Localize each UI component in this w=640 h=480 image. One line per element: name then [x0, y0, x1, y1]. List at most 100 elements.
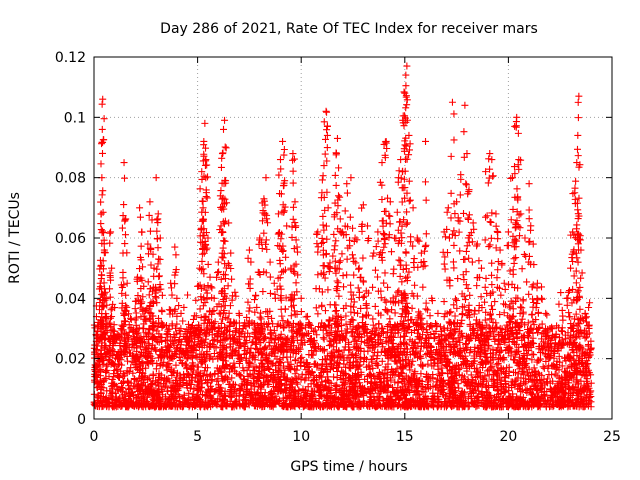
data-point-streak [167, 284, 175, 292]
data-point-streak [196, 185, 204, 193]
data-point-streak [153, 227, 161, 235]
data-point-streak [198, 197, 206, 205]
data-point-streak [250, 296, 258, 304]
data-point-streak [222, 144, 230, 152]
data-point-streak [97, 220, 105, 228]
data-point-streak [136, 265, 144, 273]
data-point-background [510, 368, 518, 376]
data-point-background [369, 321, 377, 329]
data-point-streak [168, 291, 176, 299]
data-point-streak [280, 208, 288, 216]
data-point-streak [228, 275, 236, 283]
data-point-background [437, 323, 444, 331]
data-point-background [172, 361, 180, 369]
data-point-streak [175, 302, 183, 310]
data-point-streak [119, 274, 127, 282]
data-point-streak [98, 100, 106, 108]
data-point-streak [318, 303, 326, 311]
data-point-streak [121, 231, 129, 239]
data-point-background [406, 366, 414, 374]
data-point-streak [120, 174, 128, 182]
data-point-streak [153, 299, 161, 307]
data-point-streak [244, 280, 252, 288]
data-point-streak [204, 260, 212, 268]
data-point-streak [136, 213, 144, 221]
data-point-streak [158, 308, 166, 316]
data-point-streak [98, 271, 106, 279]
data-point-streak [131, 305, 139, 313]
data-point-streak [226, 302, 234, 310]
data-point-streak [97, 160, 105, 168]
data-point-streak [281, 305, 289, 313]
data-point-background [501, 373, 509, 381]
data-point-background [401, 332, 409, 340]
data-point-background [496, 324, 504, 332]
data-point-streak [155, 272, 163, 280]
data-point-background [358, 319, 366, 327]
data-point-streak [202, 144, 210, 152]
data-point-streak [179, 317, 187, 325]
data-point-streak [199, 265, 207, 273]
data-point-background [183, 364, 191, 372]
data-point-streak [218, 154, 226, 162]
data-point-streak [246, 275, 254, 283]
data-point-streak [137, 242, 145, 250]
data-point-streak [100, 115, 108, 123]
data-point-streak [214, 324, 222, 332]
data-point-streak [217, 319, 225, 327]
data-point-streak [97, 198, 105, 206]
data-point-streak [319, 221, 327, 229]
data-point-streak [106, 239, 114, 247]
data-point-streak [214, 269, 222, 277]
data-point-background [330, 373, 338, 381]
data-point-streak [318, 234, 326, 242]
data-point-streak [257, 309, 265, 317]
data-point-background [305, 320, 313, 328]
data-point-streak [318, 176, 326, 184]
data-point-streak [155, 273, 163, 281]
data-point-streak [146, 227, 154, 235]
data-point-streak [219, 244, 227, 252]
data-point-background [585, 303, 593, 311]
data-point-streak [217, 163, 225, 171]
data-point-streak [198, 257, 206, 265]
data-point-streak [289, 156, 297, 164]
data-point-streak [144, 278, 152, 286]
data-point-background [538, 283, 546, 291]
data-point-background [119, 379, 127, 387]
data-point-background [312, 360, 320, 368]
data-point-streak [246, 304, 254, 312]
data-point-streak [219, 254, 227, 262]
data-point-background [342, 312, 350, 320]
data-point-background [557, 289, 565, 297]
data-point-background [477, 358, 485, 366]
data-point-streak [122, 291, 130, 299]
data-point-streak [173, 320, 181, 328]
data-point-background [340, 360, 348, 368]
data-point-streak [121, 240, 129, 248]
data-point-streak [292, 222, 300, 230]
data-point-streak [289, 203, 297, 211]
data-point-streak [157, 285, 165, 293]
data-point-streak [203, 194, 211, 202]
data-point-streak [289, 167, 297, 175]
data-point-streak [118, 224, 126, 232]
data-point-background [394, 379, 402, 387]
data-point-background [180, 303, 188, 311]
data-point-background [362, 300, 370, 308]
data-point-streak [277, 190, 285, 198]
data-point-streak [314, 243, 322, 251]
data-point-streak [266, 289, 274, 297]
data-point-streak [199, 302, 207, 310]
data-point-streak [276, 260, 284, 268]
data-point-background [466, 349, 474, 357]
data-point-streak [263, 245, 271, 253]
data-point-streak [245, 307, 253, 315]
data-point-background [467, 371, 475, 379]
data-point-streak [145, 291, 153, 299]
data-point-background [555, 300, 563, 308]
data-point-background [371, 302, 379, 310]
data-point-background [316, 372, 324, 380]
data-point-streak [287, 312, 295, 320]
